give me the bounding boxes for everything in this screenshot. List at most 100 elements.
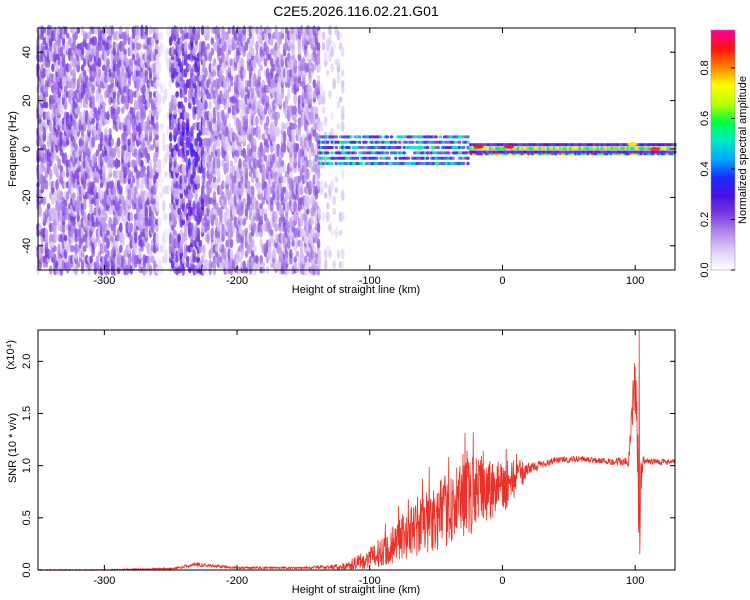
- spectrogram-cell: [608, 150, 611, 154]
- spectrogram-cell: [610, 143, 613, 147]
- spectrogram-cell: [185, 117, 190, 125]
- spectrogram-cell: [466, 161, 470, 166]
- spectrogram-cell: [183, 243, 188, 255]
- spectrogram-cell: [533, 146, 536, 150]
- spectrogram-cell: [188, 202, 192, 210]
- spectrogram-y-tick-label: 40: [21, 46, 33, 58]
- spectrogram-cell: [340, 189, 345, 202]
- spectrogram-cell: [106, 58, 110, 67]
- spectrogram-cell: [358, 135, 362, 139]
- spectrogram-cell: [499, 146, 502, 150]
- spectrogram-cell: [554, 146, 558, 150]
- spectrogram-cell: [208, 186, 213, 194]
- spectrogram-cell: [387, 156, 392, 160]
- spectrogram-cell: [670, 146, 673, 150]
- snr-y-multiplier: (x10⁴): [5, 340, 17, 370]
- spectrogram-cell: [162, 132, 166, 141]
- spectrogram-cell: [61, 37, 66, 46]
- spectrogram-cell: [531, 150, 534, 154]
- spectrogram-cell: [250, 185, 255, 195]
- spectrogram-cell: [102, 170, 106, 179]
- spectrogram-cell: [138, 234, 142, 242]
- spectrogram-cell: [332, 195, 337, 206]
- spectrogram-cell: [556, 143, 560, 147]
- spectrogram-cell: [517, 143, 520, 147]
- spectrogram-cell: [640, 143, 643, 147]
- spectrogram-y-tick-label: 0: [21, 146, 33, 152]
- spectrogram-cell: [326, 211, 330, 223]
- spectrogram-x-tick-label: -100: [359, 275, 381, 287]
- spectrogram-cell: [261, 79, 266, 88]
- spectrogram-cell: [349, 135, 353, 139]
- spectrogram-cell: [402, 151, 406, 155]
- spectrogram-cell: [552, 150, 556, 154]
- spectrogram-cell: [594, 143, 597, 147]
- snr-x-tick-label: 100: [626, 575, 644, 587]
- spectrogram-cell: [317, 213, 322, 221]
- spectrogram-cell: [543, 143, 546, 147]
- spectrogram-cell: [525, 150, 528, 154]
- spectrogram-cell: [297, 127, 302, 136]
- spectrogram-cell: [196, 255, 201, 263]
- spectrogram-cell: [560, 143, 564, 147]
- spectrogram-cell: [144, 91, 149, 98]
- spectrogram-cell: [556, 150, 560, 154]
- spectrogram-cell: [466, 135, 470, 139]
- spectrogram-cell: [198, 74, 203, 82]
- spectrogram-cell: [596, 146, 599, 150]
- spectrogram-cell: [282, 130, 287, 143]
- spectrogram-cell: [142, 165, 146, 172]
- spectrogram-cell: [336, 58, 341, 67]
- spectrogram-cell: [65, 191, 70, 200]
- spectrogram-cell: [326, 140, 330, 144]
- spectrogram-cell: [535, 150, 538, 154]
- spectrogram-cell: [529, 150, 532, 154]
- spectrogram-cell: [208, 120, 213, 132]
- spectrogram-cell: [116, 106, 121, 115]
- spectrogram-cell: [546, 150, 550, 154]
- spectrogram-cell: [225, 31, 229, 40]
- spectrogram-cell: [304, 255, 308, 264]
- spectrogram-cell: [127, 128, 132, 136]
- spectrogram-cell: [270, 229, 274, 237]
- spectrogram-cell: [375, 156, 379, 160]
- spectrogram-cell: [229, 80, 234, 87]
- spectrogram-cell: [539, 143, 542, 147]
- spectrogram-cell: [236, 248, 240, 260]
- spectrogram-cell: [301, 74, 306, 83]
- spectrogram-cell: [278, 202, 283, 210]
- spectrogram-cell: [270, 35, 274, 47]
- spectrogram-cell: [321, 90, 326, 98]
- spectrogram-cell: [129, 181, 134, 189]
- spectrogram-cell: [173, 149, 177, 157]
- spectrogram-cell: [602, 143, 605, 147]
- spectrogram-cell: [119, 222, 123, 233]
- spectrogram-cell: [267, 53, 272, 61]
- spectrogram-cell: [656, 143, 659, 147]
- spectrogram-cell: [53, 48, 57, 56]
- spectrogram-cell: [61, 53, 66, 61]
- spectrogram-cell: [177, 233, 181, 243]
- spectrogram-cell: [321, 106, 326, 114]
- spectrogram-cell: [495, 150, 498, 154]
- spectrogram-cell: [564, 150, 568, 154]
- spectrogram-hot-spot: [650, 147, 661, 151]
- spectrogram-cell: [108, 128, 112, 136]
- spectrogram-cell: [588, 143, 591, 147]
- spectrogram-cell: [648, 150, 651, 154]
- spectrogram-cell: [546, 146, 550, 150]
- spectrogram-cell: [97, 68, 102, 78]
- spectrogram-cell: [505, 150, 508, 154]
- spectrogram-cell: [550, 146, 554, 150]
- spectrogram-cell: [192, 249, 196, 259]
- spectrogram-cell: [662, 150, 665, 154]
- spectrogram-cell: [636, 146, 639, 150]
- spectrogram-cell: [598, 146, 601, 150]
- spectrogram-cell: [223, 196, 227, 206]
- spectrogram-cell: [554, 143, 558, 147]
- snr-x-tick-label: -100: [359, 575, 381, 587]
- spectrogram-cell: [214, 245, 219, 253]
- spectrogram-x-axis-label: Height of straight line (km): [292, 284, 420, 296]
- spectrogram-cell: [513, 150, 516, 154]
